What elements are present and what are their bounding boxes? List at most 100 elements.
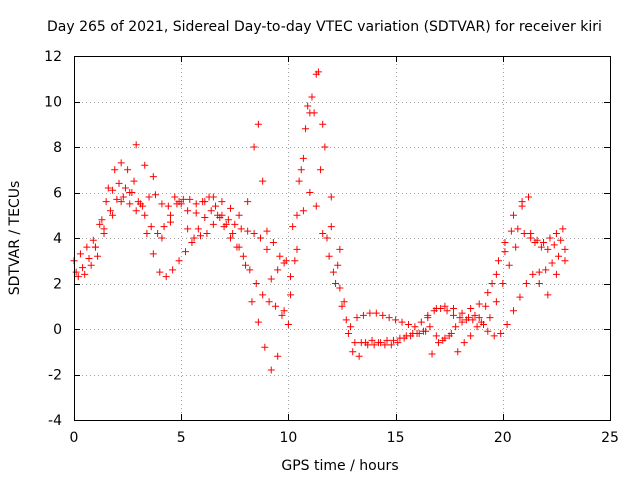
y-axis-label: SDTVAR / TECUs [7,181,23,296]
data-point [510,211,518,219]
data-point [497,330,505,338]
data-point [383,336,391,344]
data-point [347,323,355,331]
data-point [218,198,226,206]
data-point [74,273,82,281]
data-point [520,229,528,237]
data-point [158,234,166,242]
data-point [261,343,269,351]
data-point [368,336,376,344]
data-point [467,332,475,340]
data-point [94,252,102,260]
data-point [317,166,325,174]
data-point [98,216,106,224]
data-point [559,225,567,233]
data-point [484,327,492,335]
data-point [336,245,344,253]
data-point [514,225,522,233]
data-point [411,323,419,331]
data-point [254,120,262,128]
data-point [113,195,121,203]
data-point [441,302,449,310]
data-point [426,323,434,331]
data-point [280,259,288,267]
data-point [522,280,530,287]
data-point [274,266,282,274]
data-point [501,239,509,247]
data-point [302,125,310,133]
data-point [332,280,340,287]
data-point [235,243,243,251]
data-point [304,102,312,110]
data-point [452,323,460,331]
data-point [542,266,550,274]
data-point [117,159,125,167]
data-point [561,257,569,265]
data-point [344,330,352,338]
data-point [259,291,267,299]
data-point [156,268,164,276]
data-point [139,202,147,210]
y-tick-label: 8 [53,140,62,156]
data-point [415,330,423,338]
data-point [237,225,245,233]
x-axis-label: GPS time / hours [281,458,398,474]
data-point [492,298,500,306]
data-point [201,214,209,222]
data-point [544,291,552,299]
data-point [242,261,250,269]
data-point [106,207,114,215]
data-point [512,243,520,251]
data-point [432,332,440,340]
data-point [327,193,335,201]
y-tick-label: 0 [53,322,62,338]
data-point [447,330,455,338]
data-point [417,318,425,326]
data-point [424,314,432,322]
data-point [297,166,305,174]
data-point [132,207,140,215]
data-point [203,229,211,237]
y-tick-label: 2 [53,277,62,293]
data-point [222,220,230,228]
data-point [351,339,359,347]
data-point [201,198,209,206]
data-point [409,330,417,338]
data-point [239,252,247,260]
data-point [488,280,496,287]
data-point [104,184,112,192]
data-point [454,348,462,356]
data-point [392,316,400,324]
data-point [216,214,224,222]
data-point [130,177,138,185]
data-point [263,227,271,235]
data-point [250,143,258,151]
data-point [449,305,457,313]
data-point [188,239,196,247]
data-point [460,339,468,347]
data-point [194,225,202,233]
data-point [257,234,265,242]
data-point [246,266,254,274]
y-tick-label: 10 [44,95,62,111]
series-trace-d [91,70,569,322]
data-point [537,243,545,251]
data-point [76,250,84,258]
data-point [252,280,260,287]
data-point [250,229,258,237]
data-point [329,268,337,276]
data-point [490,332,498,340]
data-point [179,195,187,203]
data-point [141,211,149,219]
data-point [377,339,385,347]
data-point [109,186,117,194]
data-point [158,200,166,208]
data-point [119,193,127,201]
data-point [372,309,380,317]
data-point [141,161,149,169]
data-point [269,239,277,247]
x-tick-label: 5 [177,430,186,446]
data-point [355,352,363,360]
y-tick-label: 4 [53,231,62,247]
y-tick-label: -4 [48,413,62,429]
